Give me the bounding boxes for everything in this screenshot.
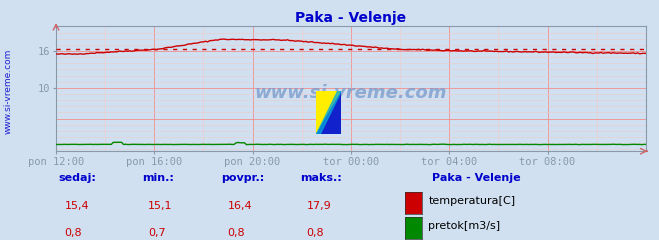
Text: www.si-vreme.com: www.si-vreme.com [254,84,447,102]
Text: 0,8: 0,8 [306,228,324,238]
Title: Paka - Velenje: Paka - Velenje [295,11,407,25]
Text: pretok[m3/s]: pretok[m3/s] [428,221,500,231]
Text: 16,4: 16,4 [227,201,252,211]
Text: Paka - Velenje: Paka - Velenje [432,173,520,183]
Text: sedaj:: sedaj: [58,173,96,183]
Polygon shape [316,91,341,134]
Text: 17,9: 17,9 [306,201,331,211]
Text: maks.:: maks.: [300,173,341,183]
Text: povpr.:: povpr.: [221,173,264,183]
Polygon shape [316,91,341,134]
Text: www.si-vreme.com: www.si-vreme.com [3,48,13,134]
Text: 15,1: 15,1 [148,201,173,211]
Text: min.:: min.: [142,173,173,183]
Text: 0,8: 0,8 [65,228,82,238]
Text: 0,7: 0,7 [148,228,166,238]
Text: temperatura[C]: temperatura[C] [428,196,515,206]
Polygon shape [316,91,341,134]
Text: 15,4: 15,4 [65,201,89,211]
Text: 0,8: 0,8 [227,228,245,238]
